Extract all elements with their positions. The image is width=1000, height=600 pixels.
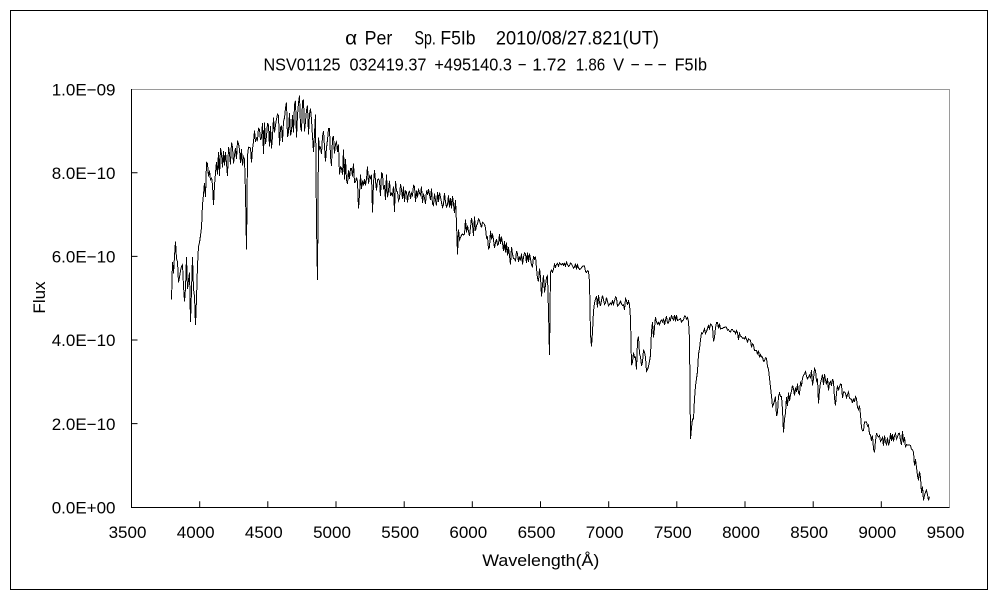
svg-text:8.0E−10: 8.0E−10 (52, 164, 116, 183)
svg-text:0.0E+00: 0.0E+00 (52, 498, 116, 517)
svg-text:+495140.3: +495140.3 (434, 55, 512, 75)
svg-text:9000: 9000 (858, 523, 896, 542)
svg-text:8000: 8000 (722, 523, 760, 542)
svg-text:F5Ib: F5Ib (675, 55, 708, 75)
svg-text:5000: 5000 (313, 523, 351, 542)
svg-text:6000: 6000 (449, 523, 487, 542)
svg-text:Sp.: Sp. (415, 28, 436, 49)
svg-text:3500: 3500 (109, 523, 147, 542)
svg-text:8500: 8500 (790, 523, 828, 542)
svg-text:7500: 7500 (654, 523, 692, 542)
svg-text:9500: 9500 (927, 523, 965, 542)
svg-text:4000: 4000 (177, 523, 215, 542)
svg-text:4.0E−10: 4.0E−10 (52, 331, 116, 350)
svg-text:6500: 6500 (518, 523, 556, 542)
svg-text:− − −: − − − (631, 55, 667, 75)
svg-text:V: V (613, 55, 624, 75)
svg-text:Flux: Flux (30, 281, 49, 314)
svg-text:2010/08/27.821(UT): 2010/08/27.821(UT) (496, 28, 659, 49)
svg-text:F5Ib: F5Ib (440, 28, 475, 49)
svg-text:6.0E−10: 6.0E−10 (52, 248, 116, 267)
svg-text:Per: Per (365, 28, 393, 49)
svg-text:Wavelength(Å): Wavelength(Å) (482, 551, 599, 570)
svg-text:1.0E−09: 1.0E−09 (52, 80, 116, 99)
svg-text:5500: 5500 (381, 523, 419, 542)
svg-text:NSV01125: NSV01125 (264, 55, 341, 75)
svg-text:7000: 7000 (586, 523, 624, 542)
svg-text:2.0E−10: 2.0E−10 (52, 415, 116, 434)
svg-text:−: − (518, 55, 527, 75)
svg-text:032419.37: 032419.37 (350, 55, 427, 75)
svg-text:1.86: 1.86 (576, 55, 606, 75)
svg-text:α: α (345, 28, 357, 49)
svg-text:4500: 4500 (245, 523, 283, 542)
svg-text:1.72: 1.72 (532, 55, 566, 75)
